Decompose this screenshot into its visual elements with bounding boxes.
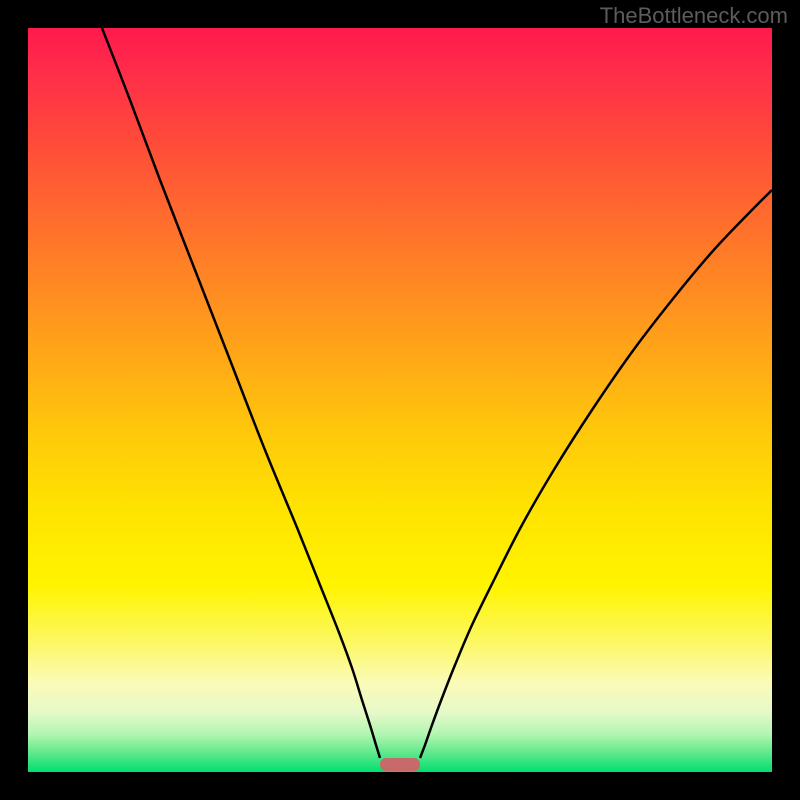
plot-area [28,28,772,772]
bottleneck-marker [380,758,420,771]
watermark-text: TheBottleneck.com [600,3,788,29]
chart-container: TheBottleneck.com [0,0,800,800]
chart-svg [0,0,800,800]
